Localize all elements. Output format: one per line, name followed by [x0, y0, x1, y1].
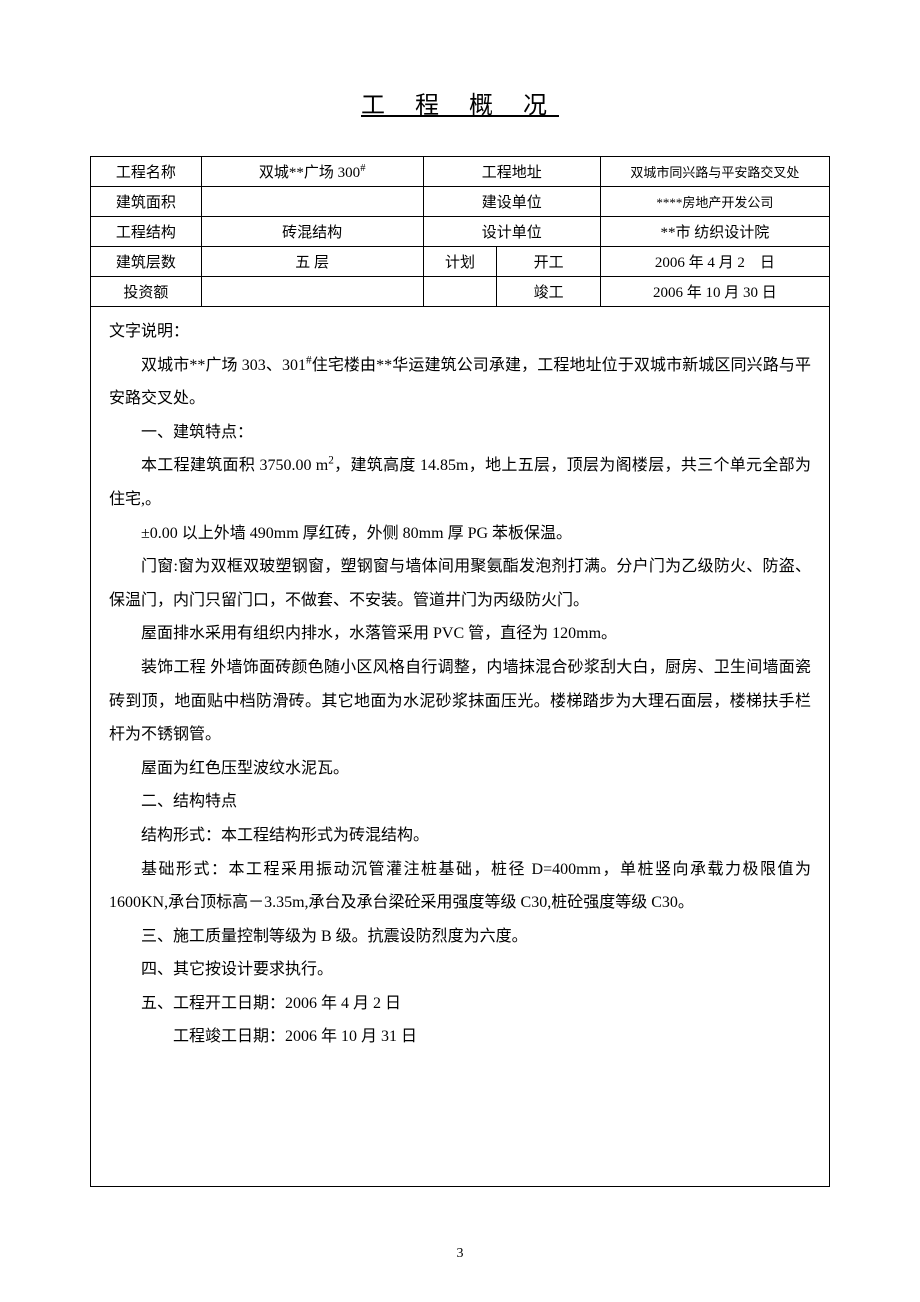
para: 文字说明：: [109, 315, 811, 349]
para: 结构形式：本工程结构形式为砖混结构。: [109, 819, 811, 853]
cell-value: [201, 277, 423, 307]
para: 五、工程开工日期：2006 年 4 月 2 日: [109, 987, 811, 1021]
para: 装饰工程 外墙饰面砖颜色随小区风格自行调整，内墙抹混合砂浆刮大白，厨房、卫生间墙…: [109, 651, 811, 752]
cell-label: 工程地址: [423, 157, 600, 187]
sup: #: [360, 163, 365, 174]
para: 工程竣工日期：2006 年 10 月 31 日: [109, 1020, 811, 1054]
cell-label: 工程结构: [91, 217, 202, 247]
cell-value: 2006 年 4 月 2 日: [600, 247, 829, 277]
cell-label: 工程名称: [91, 157, 202, 187]
page: 工 程 概 况 工程名称 双城**广场 300# 工程地址 双城市同兴路与平安路…: [0, 0, 920, 1302]
para: 基础形式：本工程采用振动沉管灌注桩基础，桩径 D=400mm，单桩竖向承载力极限…: [109, 853, 811, 920]
cell-value: 双城**广场 300#: [201, 157, 423, 187]
cell-label: 开工: [497, 247, 600, 277]
text: 本工程建筑面积 3750.00 m: [141, 457, 328, 474]
cell-label: 建筑层数: [91, 247, 202, 277]
table-row: 建筑面积 建设单位 ****房地产开发公司: [91, 187, 830, 217]
para: 屋面为红色压型波纹水泥瓦。: [109, 752, 811, 786]
content-frame: 文字说明： 双城市**广场 303、301#住宅楼由**华运建筑公司承建，工程地…: [90, 307, 830, 1187]
text: 双城**广场 300: [259, 165, 360, 181]
cell-value: 双城市同兴路与平安路交叉处: [600, 157, 829, 187]
page-number: 3: [0, 1246, 920, 1262]
para: 一、建筑特点：: [109, 416, 811, 450]
text: 双城市**广场 303、301: [141, 357, 306, 374]
para: 屋面排水采用有组织内排水，水落管采用 PVC 管，直径为 120mm。: [109, 617, 811, 651]
cell-value: ****房地产开发公司: [600, 187, 829, 217]
cell-value: **市 纺织设计院: [600, 217, 829, 247]
cell-value: [201, 187, 423, 217]
cell-label: 计划: [423, 247, 497, 277]
cell-value: 砖混结构: [201, 217, 423, 247]
table-row: 工程结构 砖混结构 设计单位 **市 纺织设计院: [91, 217, 830, 247]
table-row: 工程名称 双城**广场 300# 工程地址 双城市同兴路与平安路交叉处: [91, 157, 830, 187]
body-text: 文字说明： 双城市**广场 303、301#住宅楼由**华运建筑公司承建，工程地…: [109, 315, 811, 1054]
para: 双城市**广场 303、301#住宅楼由**华运建筑公司承建，工程地址位于双城市…: [109, 349, 811, 416]
table-row: 建筑层数 五 层 计划 开工 2006 年 4 月 2 日: [91, 247, 830, 277]
cell-label: 设计单位: [423, 217, 600, 247]
info-table: 工程名称 双城**广场 300# 工程地址 双城市同兴路与平安路交叉处 建筑面积…: [90, 156, 830, 307]
para: 本工程建筑面积 3750.00 m2，建筑高度 14.85m，地上五层，顶层为阁…: [109, 449, 811, 516]
cell-value: 五 层: [201, 247, 423, 277]
para: 四、其它按设计要求执行。: [109, 953, 811, 987]
cell-label: 建设单位: [423, 187, 600, 217]
cell-label: [423, 277, 497, 307]
para: 三、施工质量控制等级为 B 级。抗震设防烈度为六度。: [109, 920, 811, 954]
cell-label: 竣工: [497, 277, 600, 307]
cell-value: 2006 年 10 月 30 日: [600, 277, 829, 307]
para: 二、结构特点: [109, 785, 811, 819]
para: ±0.00 以上外墙 490mm 厚红砖，外侧 80mm 厚 PG 苯板保温。: [109, 517, 811, 551]
page-title: 工 程 概 况: [90, 85, 830, 120]
table-row: 投资额 竣工 2006 年 10 月 30 日: [91, 277, 830, 307]
para: 门窗:窗为双框双玻塑钢窗，塑钢窗与墙体间用聚氨酯发泡剂打满。分户门为乙级防火、防…: [109, 550, 811, 617]
cell-label: 建筑面积: [91, 187, 202, 217]
cell-label: 投资额: [91, 277, 202, 307]
